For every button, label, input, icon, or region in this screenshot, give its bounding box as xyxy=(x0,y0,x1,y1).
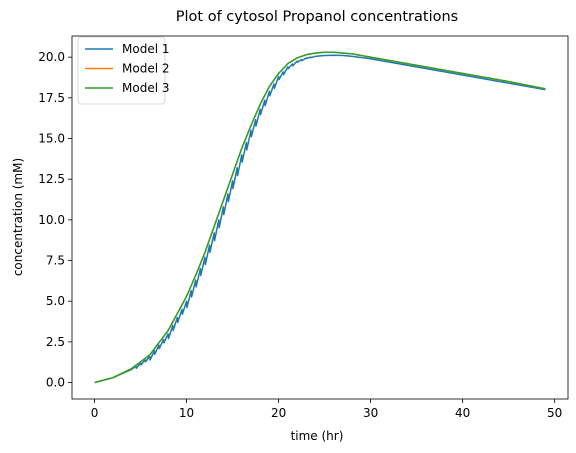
legend-label-3: Model 3 xyxy=(122,81,169,95)
y-tick-label: 5.0 xyxy=(46,294,65,308)
x-tick-label: 50 xyxy=(547,406,562,420)
series-line-1 xyxy=(94,54,546,384)
series-line-3 xyxy=(94,51,546,384)
x-tick-label: 20 xyxy=(271,406,286,420)
x-tick-label: 0 xyxy=(91,406,99,420)
y-tick-label: 20.0 xyxy=(38,50,65,64)
y-tick-label: 10.0 xyxy=(38,213,65,227)
y-tick-label: 12.5 xyxy=(38,172,65,186)
legend-label-2: Model 2 xyxy=(122,62,169,76)
y-axis-label: concentration (mM) xyxy=(11,158,25,276)
plot-frame xyxy=(71,35,569,400)
y-tick-label: 0.0 xyxy=(46,376,65,390)
x-tick-label: 40 xyxy=(455,406,470,420)
chart-title: Plot of cytosol Propanol concentrations xyxy=(176,9,458,25)
x-axis-label: time (hr) xyxy=(291,429,344,443)
y-tick-label: 15.0 xyxy=(38,132,65,146)
y-ticks: 0.0 2.5 5.0 7.5 10.0 12.5 15.0 17.5 20.0 xyxy=(38,50,72,390)
plot-lines xyxy=(94,51,546,384)
y-tick-label: 7.5 xyxy=(46,254,65,268)
y-tick-label: 17.5 xyxy=(38,91,65,105)
x-tick-label: 30 xyxy=(363,406,378,420)
y-tick-label: 2.5 xyxy=(46,335,65,349)
x-ticks: 0 10 20 30 40 50 xyxy=(91,399,562,420)
legend-label-1: Model 1 xyxy=(122,42,169,56)
legend: Model 1 Model 2 Model 3 xyxy=(77,36,169,105)
x-tick-label: 10 xyxy=(179,406,194,420)
